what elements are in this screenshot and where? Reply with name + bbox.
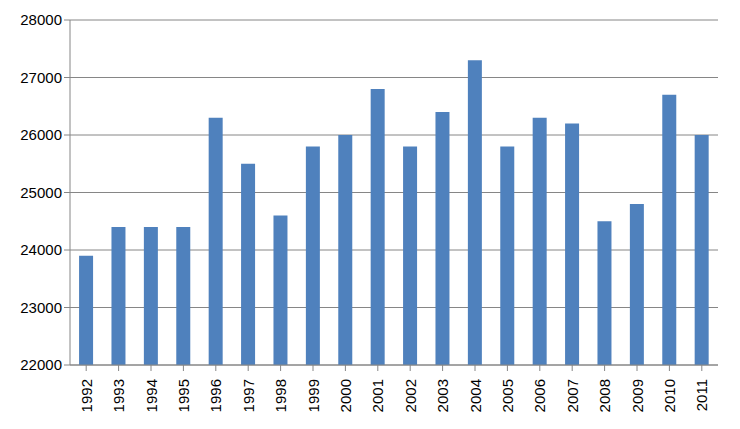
svg-text:2001: 2001 xyxy=(369,379,386,412)
svg-text:1993: 1993 xyxy=(110,379,127,412)
svg-text:24000: 24000 xyxy=(20,241,62,258)
svg-text:23000: 23000 xyxy=(20,299,62,316)
svg-text:1996: 1996 xyxy=(207,379,224,412)
svg-text:2009: 2009 xyxy=(629,379,646,412)
svg-text:2010: 2010 xyxy=(661,379,678,412)
svg-text:1999: 1999 xyxy=(305,379,322,412)
svg-text:1998: 1998 xyxy=(272,379,289,412)
svg-text:27000: 27000 xyxy=(20,69,62,86)
svg-text:28000: 28000 xyxy=(20,11,62,28)
svg-text:2000: 2000 xyxy=(337,379,354,412)
svg-text:26000: 26000 xyxy=(20,126,62,143)
svg-text:1992: 1992 xyxy=(78,379,95,412)
svg-text:2006: 2006 xyxy=(531,379,548,412)
svg-text:2007: 2007 xyxy=(564,379,581,412)
svg-text:2008: 2008 xyxy=(596,379,613,412)
svg-text:2004: 2004 xyxy=(467,379,484,412)
svg-text:2011: 2011 xyxy=(693,379,710,411)
svg-text:2003: 2003 xyxy=(434,379,451,412)
svg-text:22000: 22000 xyxy=(20,356,62,373)
svg-text:1994: 1994 xyxy=(143,379,160,412)
svg-text:1995: 1995 xyxy=(175,379,192,412)
svg-text:2002: 2002 xyxy=(402,379,419,412)
svg-text:2005: 2005 xyxy=(499,379,516,412)
svg-text:1997: 1997 xyxy=(240,379,257,412)
svg-text:25000: 25000 xyxy=(20,184,62,201)
